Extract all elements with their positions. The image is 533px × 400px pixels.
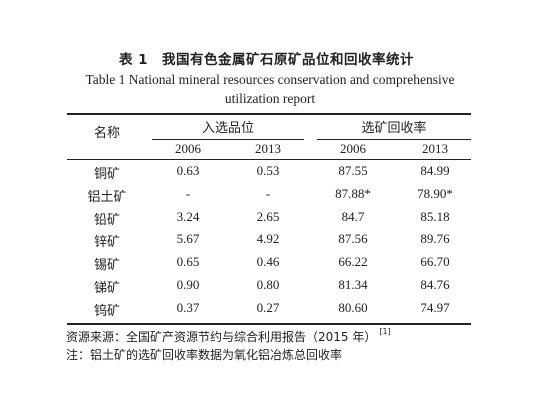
row-value: 0.90 [176, 277, 200, 292]
group-underline-recovery [317, 139, 471, 140]
footnote-note-text: 注：铝土矿的选矿回收率数据为氧化铝冶炼总回收率 [66, 348, 343, 362]
footnote-note: 注：铝土矿的选矿回收率数据为氧化铝冶炼总回收率 [66, 348, 342, 362]
row-value: 84.99 [420, 163, 450, 178]
row-value: 84.76 [420, 277, 450, 292]
table-title-en-line1: Table 1 National mineral resources conse… [85, 72, 455, 87]
header-group-recovery: 选矿回收率 [361, 121, 427, 136]
row-value: 0.46 [256, 254, 280, 270]
row-value: - [265, 185, 271, 201]
header-year: 2006 [340, 141, 366, 156]
table-title-zh: 我国有色金属矿石原矿品位和回收率统计 [162, 52, 415, 68]
row-value: 87.88* [335, 185, 371, 201]
footnote-source: 资源来源：全国矿产资源节约与综合利用报告（2015 年） [1] [66, 327, 391, 345]
header-year: 2013 [255, 141, 281, 156]
table-number: 表 1 [118, 52, 149, 68]
group-underline-grade [152, 139, 304, 140]
row-value: 0.53 [256, 163, 280, 178]
row-value: 0.65 [176, 254, 200, 270]
bottom-rule [67, 323, 471, 325]
table-caption-en: Table 1 National mineral resources conse… [60, 70, 480, 108]
row-value: 66.22 [338, 254, 368, 270]
row-value: 0.63 [176, 163, 200, 178]
table-caption-zh: 表 1 我国有色金属矿石原矿品位和回收率统计 [0, 48, 533, 68]
row-value: 89.76 [420, 231, 450, 247]
header-year: 2006 [175, 141, 201, 156]
row-value: 2.65 [256, 208, 280, 224]
row-value: 80.60 [338, 299, 368, 315]
row-value: 74.97 [420, 299, 450, 315]
row-value: 85.18 [420, 208, 450, 224]
row-value: 66.70 [420, 254, 450, 270]
row-name: 钨矿 [93, 303, 120, 319]
row-name: 铜矿 [93, 167, 120, 182]
row-name: 铅矿 [93, 212, 120, 228]
row-value: 78.90* [417, 185, 453, 201]
header-rule [67, 159, 471, 160]
row-name: 锑矿 [93, 281, 120, 296]
row-value: 4.92 [256, 231, 280, 247]
footnote-source-text: 资源来源：全国矿产资源节约与综合利用报告（2015 年） [66, 330, 377, 344]
row-value: 81.34 [338, 277, 368, 292]
row-name: 锌矿 [93, 235, 120, 251]
top-rule [67, 113, 471, 115]
row-value: 3.24 [176, 208, 200, 224]
row-value: 0.80 [256, 277, 280, 292]
table-title-en-line2: utilization report [224, 91, 316, 106]
row-value: 0.27 [256, 299, 280, 315]
header-group-grade: 入选品位 [201, 121, 254, 136]
row-value: 87.56 [338, 231, 368, 247]
row-name: 锡矿 [93, 258, 120, 274]
row-value: 87.55 [338, 163, 368, 178]
footnote-source-ref: [1] [379, 327, 391, 336]
header-year: 2013 [422, 141, 448, 156]
row-value: 0.37 [176, 299, 200, 315]
row-value: 84.7 [341, 208, 365, 224]
row-name: 铝土矿 [87, 189, 127, 205]
row-value: 5.67 [176, 231, 200, 247]
row-value: - [185, 185, 191, 201]
header-name: 名称 [93, 126, 120, 141]
